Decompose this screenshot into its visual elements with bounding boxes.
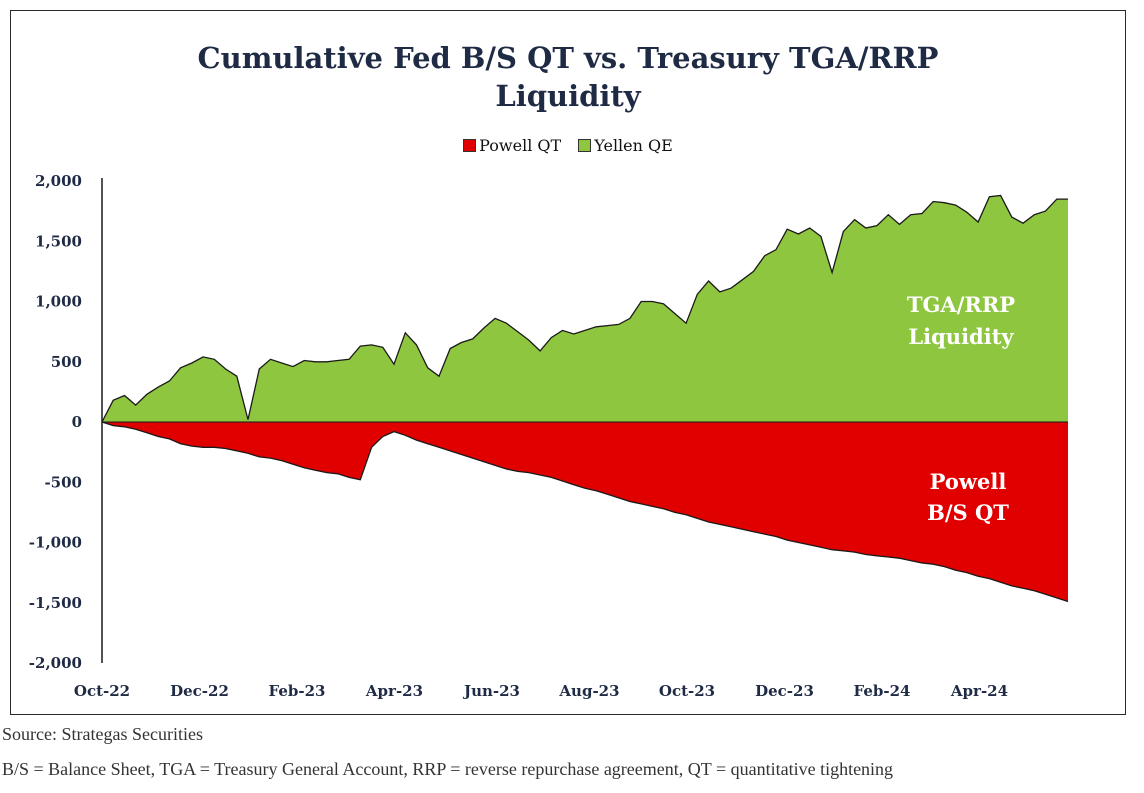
y-tick-label: 500 [51,353,82,371]
y-tick-label: -1,500 [29,594,82,612]
y-tick-label: -500 [44,473,82,491]
x-tick-label: Oct-23 [659,682,715,700]
x-tick-label: Jun-23 [462,682,520,700]
area-powell-qt [102,422,1068,602]
legend-label-powell-qt: Powell QT [479,136,562,155]
x-tick-label: Feb-24 [854,682,911,700]
chart-title: Cumulative Fed B/S QT vs. Treasury TGA/R… [11,39,1125,115]
abbreviations-note: B/S = Balance Sheet, TGA = Treasury Gene… [2,759,894,779]
y-tick-label: -1,000 [29,534,82,552]
line-powell-qt [101,421,1069,603]
x-tick-label: Apr-23 [365,682,423,700]
x-tick-label: Feb-23 [269,682,326,700]
chart-title-line-2: Liquidity [495,79,641,113]
legend-swatch-yellen-qe [578,139,592,152]
annotation-tga-rrp-line-1: TGA/RRP [907,292,1015,317]
legend-item-yellen-qe: Yellen QE [578,136,673,155]
y-tick-label: -2,000 [29,654,82,672]
annotation-powell-qt-line-2: B/S QT [927,500,1009,525]
y-tick-label: 1,000 [35,293,82,311]
legend-swatch-powell-qt [463,139,477,152]
legend: Powell QT Yellen QE [11,136,1125,155]
x-tick-label: Aug-23 [558,682,619,700]
area-yellen-qe [102,195,1068,422]
chart-title-line-1: Cumulative Fed B/S QT vs. Treasury TGA/R… [197,41,939,75]
x-tick-label: Apr-24 [950,682,1008,700]
y-tick-label: 2,000 [35,172,82,190]
source-note: Source: Strategas Securities [2,724,203,744]
y-tick-label: 1,500 [35,232,82,250]
annotation-powell-qt-line-1: Powell [930,469,1007,494]
line-yellen-qe [101,194,1068,423]
annotation-tga-rrp-line-2: Liquidity [908,324,1014,349]
y-tick-label: 0 [72,413,82,431]
x-tick-label: Oct-22 [74,682,130,700]
x-tick-label: Dec-23 [755,682,814,700]
x-tick-label: Dec-22 [170,682,229,700]
legend-item-powell-qt: Powell QT [463,136,561,155]
legend-label-yellen-qe: Yellen QE [594,136,673,155]
